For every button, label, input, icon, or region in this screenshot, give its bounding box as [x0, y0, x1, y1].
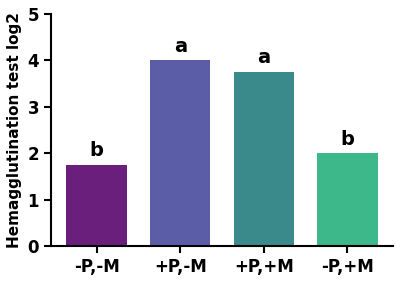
Text: b: b: [340, 130, 354, 149]
Text: b: b: [90, 141, 104, 160]
Bar: [234, 72, 294, 246]
Bar: [150, 60, 210, 246]
Text: a: a: [174, 37, 187, 56]
Bar: [66, 165, 127, 246]
Y-axis label: Hemagglutination test log2: Hemagglutination test log2: [7, 12, 22, 248]
Text: a: a: [257, 48, 270, 67]
Bar: [317, 153, 378, 246]
